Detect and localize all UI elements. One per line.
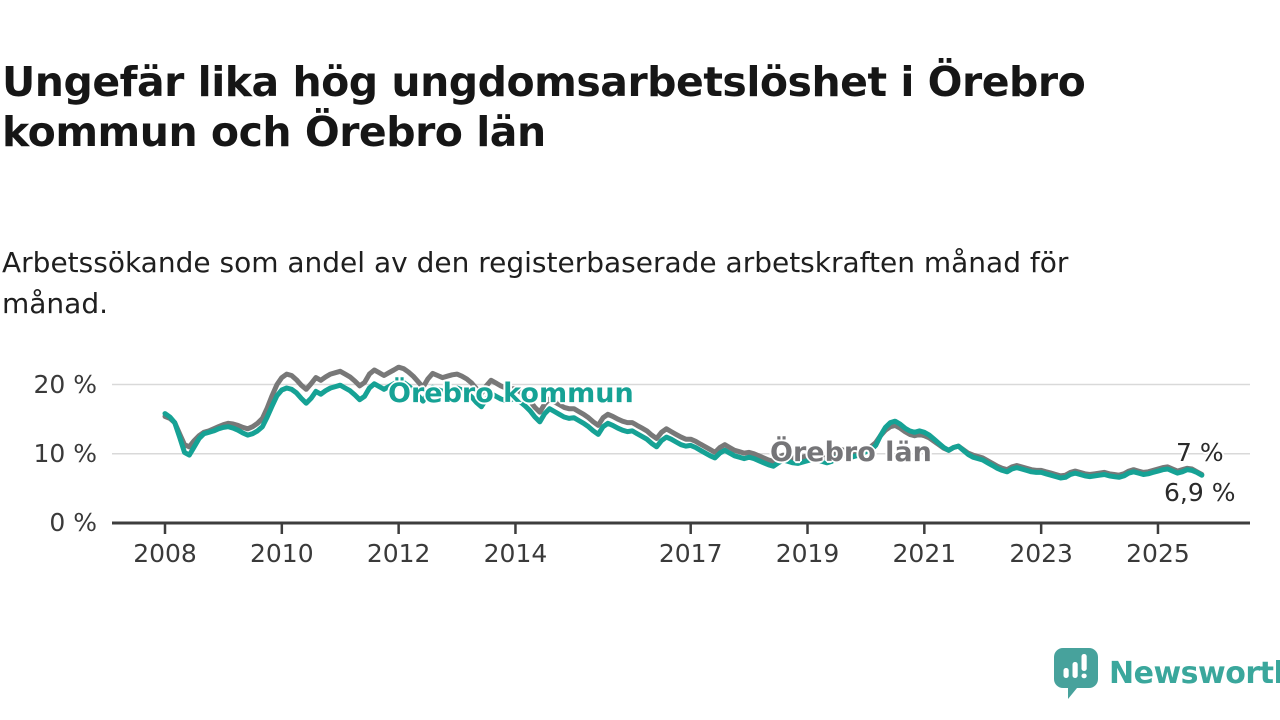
x-tick-label: 2021	[892, 539, 957, 568]
page-title: Ungefär lika hög ungdomsarbetslöshet i Ö…	[2, 58, 1086, 157]
newsworthy-logo: Newsworthy	[1052, 646, 1280, 700]
x-tick-label: 2017	[658, 539, 723, 568]
x-tick-label: 2019	[775, 539, 840, 568]
x-tick-label: 2012	[366, 539, 431, 568]
x-tick-label: 2014	[483, 539, 548, 568]
end-value-label-lan: 7 %	[1176, 438, 1224, 467]
x-tick-label: 2023	[1009, 539, 1073, 568]
end-value-label-kommun: 6,9 %	[1164, 478, 1236, 507]
y-tick-label: 10 %	[33, 438, 97, 468]
series-label-orebro-lan: Örebro län	[770, 437, 932, 468]
x-tick-label: 2025	[1126, 539, 1190, 568]
newsworthy-logo-icon	[1054, 648, 1098, 699]
newsworthy-wordmark: Newsworthy	[1109, 655, 1280, 691]
x-tick-label: 2010	[250, 539, 314, 568]
y-tick-label: 20 %	[33, 369, 97, 399]
series-label-orebro-kommun: Örebro kommun	[388, 378, 634, 409]
series-line--rebro-l-n	[162, 364, 1205, 479]
series-line--rebro-kommun	[162, 378, 1205, 481]
y-tick-label: 0 %	[49, 508, 97, 537]
chart-subtitle: Arbetssökande som andel av den registerb…	[2, 246, 1069, 320]
x-tick-label: 2008	[133, 539, 197, 568]
